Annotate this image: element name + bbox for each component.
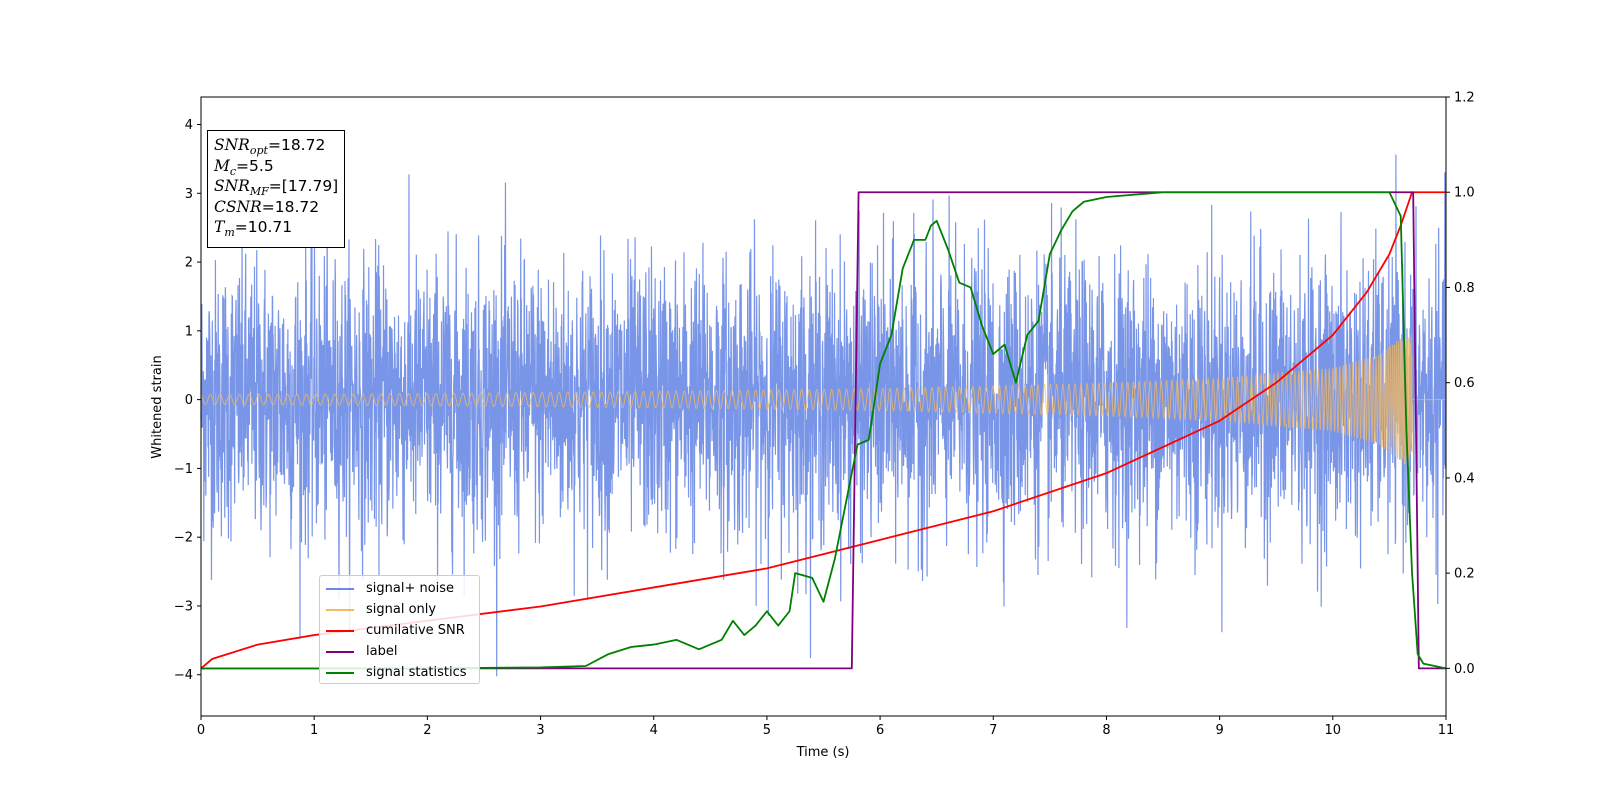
legend-label-signal-statistics: signal statistics <box>366 665 467 680</box>
x-tick-label: 4 <box>650 723 658 738</box>
y-left-tick-label: 3 <box>185 187 193 202</box>
axis-ticks: 0 1 2 3 4 5 6 7 8 9 10 1143210−1−2−3−41.21.00.80.60… <box>174 91 1475 739</box>
cumulative-snr-line <box>200 191 1446 670</box>
legend-label-label: label <box>366 644 398 659</box>
y-axis-label: Whitened strain <box>150 355 165 458</box>
mc-line: Mc=5.5 <box>214 156 274 178</box>
legend-swatch-signal-noise <box>326 587 354 590</box>
csnr-line: CSNR=18.72 <box>214 197 320 216</box>
y-left-tick-label: 0 <box>185 393 193 408</box>
legend-item-signal-noise: signal+ noise <box>326 578 479 599</box>
signal-noise-series <box>200 154 1447 677</box>
legend-swatch-signal-statistics <box>326 671 354 674</box>
y-left-tick-label: −2 <box>174 531 193 546</box>
y-left-tick-label: 1 <box>185 324 193 339</box>
legend-label-signal-only: signal only <box>366 602 437 617</box>
legend: signal+ noise signal only cumilative SNR… <box>319 575 480 684</box>
snr-opt-value: 18.72 <box>280 136 326 154</box>
y-left-tick-label: 4 <box>185 118 193 133</box>
legend-swatch-label <box>326 650 354 653</box>
metrics-annotation: SNRopt=18.72 Mc=5.5 SNRMF=[17.79] CSNR=1… <box>207 130 345 248</box>
legend-swatch-cumulative-snr <box>326 629 354 632</box>
x-tick-label: 0 <box>197 723 205 738</box>
snr-mf-value: [17.79] <box>281 177 339 195</box>
x-tick-label: 11 <box>1438 723 1455 738</box>
y-left-tick-label: −4 <box>174 668 193 683</box>
y-right-tick-label: 1.0 <box>1454 186 1475 201</box>
x-tick-label: 9 <box>1215 723 1223 738</box>
snr-mf-line: SNRMF=[17.79] <box>214 177 339 199</box>
csnr-value: 18.72 <box>274 197 320 216</box>
label-line <box>201 191 1446 670</box>
signal-noise-line <box>200 154 1447 677</box>
legend-label-signal-noise: signal+ noise <box>366 581 455 596</box>
x-tick-label: 1 <box>310 723 318 738</box>
tm-line: Tm=10.71 <box>214 218 293 240</box>
snr-opt-line: SNRopt=18.72 <box>214 136 326 158</box>
x-tick-label: 2 <box>423 723 431 738</box>
legend-item-cumulative-snr: cumilative SNR <box>326 620 479 641</box>
y-left-tick-label: 2 <box>185 256 193 271</box>
x-tick-label: 3 <box>536 723 544 738</box>
x-tick-label: 7 <box>989 723 997 738</box>
y-right-tick-label: 0.2 <box>1454 567 1475 582</box>
tm-value: 10.71 <box>247 218 293 236</box>
x-axis-label: Time (s) <box>796 745 850 760</box>
x-tick-label: 5 <box>763 723 771 738</box>
legend-item-signal-statistics: signal statistics <box>326 662 479 683</box>
y-right-tick-label: 0.8 <box>1454 281 1475 296</box>
y-left-tick-label: −1 <box>174 462 193 477</box>
y-right-tick-label: 0.4 <box>1454 471 1475 486</box>
legend-item-label: label <box>326 641 479 662</box>
y-right-tick-label: 1.2 <box>1454 91 1475 106</box>
legend-swatch-signal-only <box>326 608 354 611</box>
y-right-tick-label: 0.6 <box>1454 376 1475 391</box>
line-series-group <box>200 191 1447 670</box>
plot-area-frame <box>200 96 1447 717</box>
x-tick-label: 8 <box>1102 723 1110 738</box>
x-tick-label: 10 <box>1325 723 1342 738</box>
signal-statistics-line <box>201 191 1447 670</box>
legend-item-signal-only: signal only <box>326 599 479 620</box>
mc-value: 5.5 <box>249 156 274 175</box>
x-tick-label: 6 <box>876 723 884 738</box>
y-right-tick-label: 0.0 <box>1454 662 1475 677</box>
signal-only-line <box>200 334 1446 467</box>
y-left-tick-label: −3 <box>174 599 193 614</box>
signal-only-series <box>200 334 1446 467</box>
legend-label-cumulative-snr: cumilative SNR <box>366 623 465 638</box>
